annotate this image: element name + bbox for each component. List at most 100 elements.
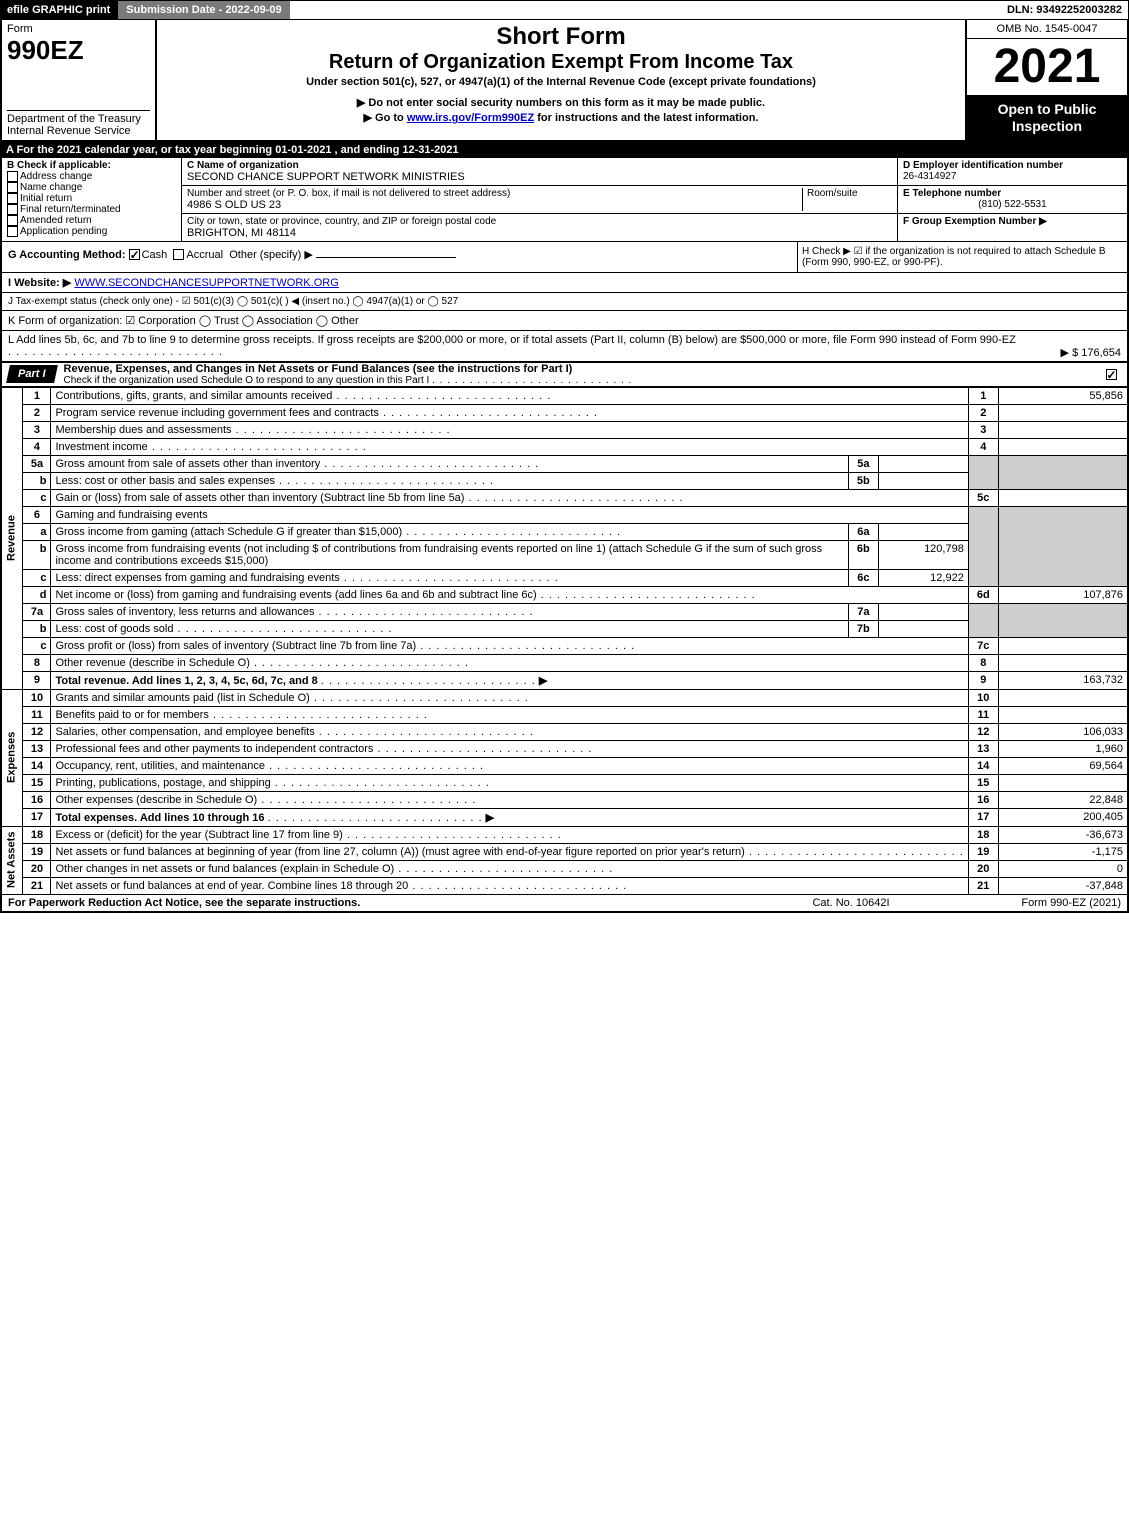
chk-name-change[interactable]: Name change (7, 182, 176, 193)
box-d-label: D Employer identification number (903, 160, 1122, 171)
part-i-header: Part I Revenue, Expenses, and Changes in… (0, 362, 1129, 387)
ln: 18 (23, 826, 51, 843)
val: 163,732 (998, 671, 1128, 689)
chk-schedule-o-icon[interactable] (1106, 369, 1117, 380)
desc: Net assets or fund balances at end of ye… (55, 880, 963, 892)
dln-number: DLN: 93492252003282 (1001, 1, 1128, 19)
box-e: E Telephone number (810) 522-5531 (897, 186, 1127, 213)
desc: Professional fees and other payments to … (55, 743, 963, 755)
chk-label: Address change (20, 171, 92, 182)
num: 20 (968, 860, 998, 877)
part-i-check-text: Check if the organization used Schedule … (64, 375, 430, 386)
irs-label: Internal Revenue Service (7, 125, 150, 137)
form-number: 990EZ (7, 35, 150, 66)
desc: Program service revenue including govern… (55, 407, 963, 419)
line-a: A For the 2021 calendar year, or tax yea… (0, 142, 1129, 158)
part-i-check-row: Check if the organization used Schedule … (64, 375, 1097, 386)
desc: Gross profit or (loss) from sales of inv… (55, 640, 963, 652)
num: 21 (968, 877, 998, 894)
checkbox-icon (7, 204, 18, 215)
group-expenses: Expenses (1, 689, 23, 826)
org-info-block: B Check if applicable: Address change Na… (0, 158, 1129, 242)
dots-icon (321, 675, 536, 687)
line-g: G Accounting Method: Cash Accrual Other … (2, 242, 797, 272)
desc: Benefits paid to or for members (55, 709, 963, 721)
desc: Salaries, other compensation, and employ… (55, 726, 963, 738)
line-l-value: ▶ $ 176,654 (1061, 346, 1121, 359)
chk-application-pending[interactable]: Application pending (7, 226, 176, 237)
num: 14 (968, 757, 998, 774)
val: 1,960 (998, 740, 1128, 757)
val: 0 (998, 860, 1128, 877)
box-c-label: C Name of organization (187, 160, 299, 171)
line-i-label: I Website: ▶ (8, 277, 71, 289)
tax-year: 2021 (967, 39, 1127, 96)
ein-value: 26-4314927 (903, 171, 1122, 182)
shade-cell (968, 506, 998, 586)
desc: Printing, publications, postage, and shi… (55, 777, 963, 789)
checkbox-icon (7, 182, 18, 193)
group-revenue: Revenue (1, 387, 23, 689)
ln: 13 (23, 740, 51, 757)
val: 55,856 (998, 387, 1128, 404)
desc: Excess or (deficit) for the year (Subtra… (55, 829, 963, 841)
header-center: Short Form Return of Organization Exempt… (157, 20, 967, 140)
box-cdef: C Name of organization SECOND CHANCE SUP… (182, 158, 1127, 241)
ln: 6 (23, 506, 51, 523)
ln: 12 (23, 723, 51, 740)
mini-val (878, 620, 968, 637)
part-i-title: Revenue, Expenses, and Changes in Net As… (64, 363, 1097, 375)
chk-amended-return[interactable]: Amended return (7, 215, 176, 226)
num: 6d (968, 586, 998, 603)
desc: Other revenue (describe in Schedule O) (55, 657, 963, 669)
chk-initial-return[interactable]: Initial return (7, 193, 176, 204)
addr-label: Number and street (or P. O. box, if mail… (187, 188, 802, 199)
mini-ln: 5a (848, 455, 878, 472)
val: -37,848 (998, 877, 1128, 894)
mini-ln: 7b (848, 620, 878, 637)
chk-accrual-icon[interactable] (173, 249, 184, 260)
box-c-addr: Number and street (or P. O. box, if mail… (182, 186, 897, 213)
chk-final-return[interactable]: Final return/terminated (7, 204, 176, 215)
other-input[interactable] (316, 257, 456, 258)
num: 9 (968, 671, 998, 689)
note-goto: ▶ Go to www.irs.gov/Form990EZ for instru… (163, 111, 959, 124)
val: 69,564 (998, 757, 1128, 774)
mini-ln: 5b (848, 472, 878, 489)
val: -1,175 (998, 843, 1128, 860)
ln: 20 (23, 860, 51, 877)
desc: Gross income from gaming (attach Schedul… (55, 526, 843, 538)
val: 106,033 (998, 723, 1128, 740)
desc: Gross amount from sale of assets other t… (55, 458, 843, 470)
chk-cash-icon[interactable] (129, 249, 140, 260)
ln: 21 (23, 877, 51, 894)
org-name: SECOND CHANCE SUPPORT NETWORK MINISTRIES (187, 171, 892, 183)
arrow-icon: ▶ (486, 812, 494, 824)
desc: Occupancy, rent, utilities, and maintena… (55, 760, 963, 772)
chk-address-change[interactable]: Address change (7, 171, 176, 182)
ln: 1 (23, 387, 51, 404)
num: 13 (968, 740, 998, 757)
mini-val (878, 603, 968, 620)
val: -36,673 (998, 826, 1128, 843)
box-c-name: C Name of organization SECOND CHANCE SUP… (182, 158, 897, 185)
mini-ln: 6c (848, 569, 878, 586)
ln: 10 (23, 689, 51, 706)
mini-val: 12,922 (878, 569, 968, 586)
mini-val (878, 455, 968, 472)
ln: d (23, 586, 51, 603)
chk-label: Final return/terminated (20, 204, 121, 215)
num: 16 (968, 791, 998, 808)
desc: Net income or (loss) from gaming and fun… (55, 589, 963, 601)
val (998, 774, 1128, 791)
irs-link-text: www.irs.gov/Form990EZ (407, 112, 534, 124)
checkbox-icon (7, 193, 18, 204)
website-link[interactable]: WWW.SECONDCHANCESUPPORTNETWORK.ORG (74, 277, 338, 289)
val: 22,848 (998, 791, 1128, 808)
ln: 3 (23, 421, 51, 438)
ln: 16 (23, 791, 51, 808)
chk-cash-label: Cash (142, 249, 168, 261)
num: 2 (968, 404, 998, 421)
efile-print-link[interactable]: efile GRAPHIC print (1, 1, 116, 19)
irs-link[interactable]: www.irs.gov/Form990EZ (407, 112, 534, 124)
